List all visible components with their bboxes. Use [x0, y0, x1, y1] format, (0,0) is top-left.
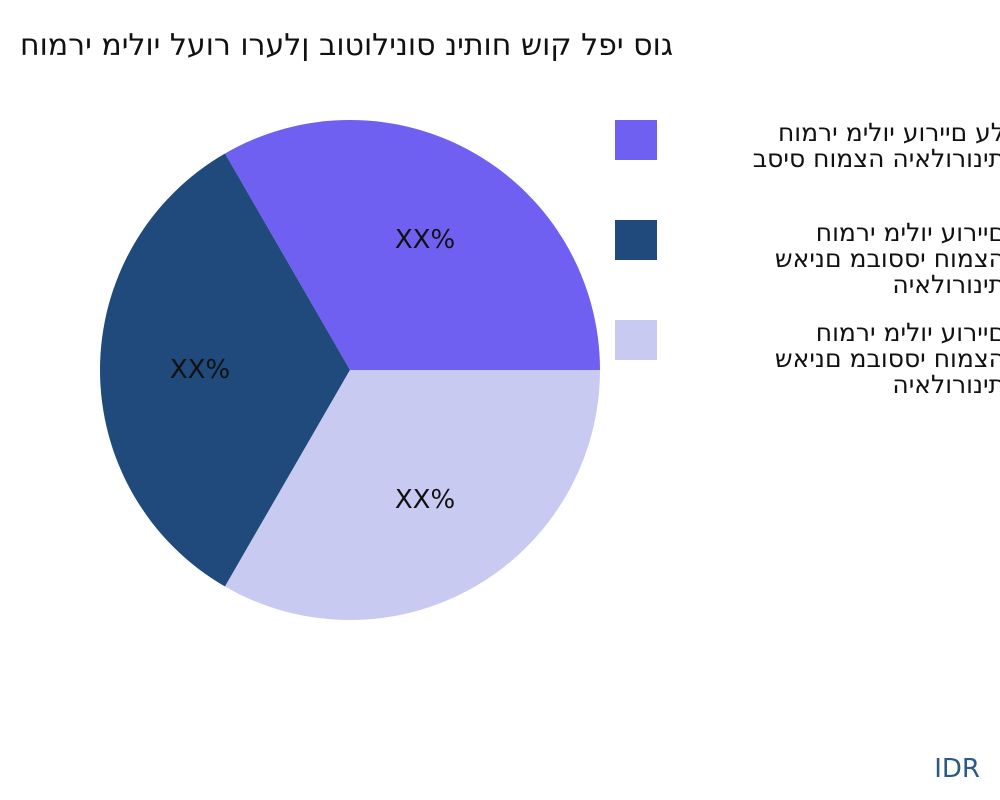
pie-slices	[100, 119, 600, 620]
legend-swatch-1	[615, 120, 657, 160]
legend-item-1: לע םיירוע יולימ ירמוח תינורולאיה הצמוח ס…	[615, 118, 1000, 218]
legend-swatch-3	[615, 320, 657, 360]
pie-data-label-1: XX%	[395, 225, 455, 255]
chart-title: גוס יפל קוש חותינ סונילוטוב ןלערו רועל י…	[20, 28, 674, 63]
legend-label-3: םיירוע יולימ ירמוח הצמוח יססובמ םניאש תי…	[774, 318, 1000, 399]
legend-item-3: םיירוע יולימ ירמוח הצמוח יססובמ םניאש תי…	[615, 318, 1000, 418]
source-label: IDR	[934, 754, 980, 784]
pie-data-label-2: XX%	[170, 355, 230, 385]
pie-data-labels: XX% XX% XX%	[170, 225, 455, 515]
pie-slice-1	[225, 119, 600, 370]
legend-label-1: לע םיירוע יולימ ירמוח תינורולאיה הצמוח ס…	[752, 118, 1000, 173]
legend-label-2: םיירוע יולימ ירמוח הצמוח יססובמ םניאש תי…	[774, 218, 1000, 299]
pie-slice-3	[225, 370, 600, 620]
pie-data-label-3: XX%	[395, 485, 455, 515]
legend-item-2: םיירוע יולימ ירמוח הצמוח יססובמ םניאש תי…	[615, 218, 1000, 318]
legend: לע םיירוע יולימ ירמוח תינורולאיה הצמוח ס…	[615, 118, 1000, 418]
legend-swatch-2	[615, 220, 657, 260]
